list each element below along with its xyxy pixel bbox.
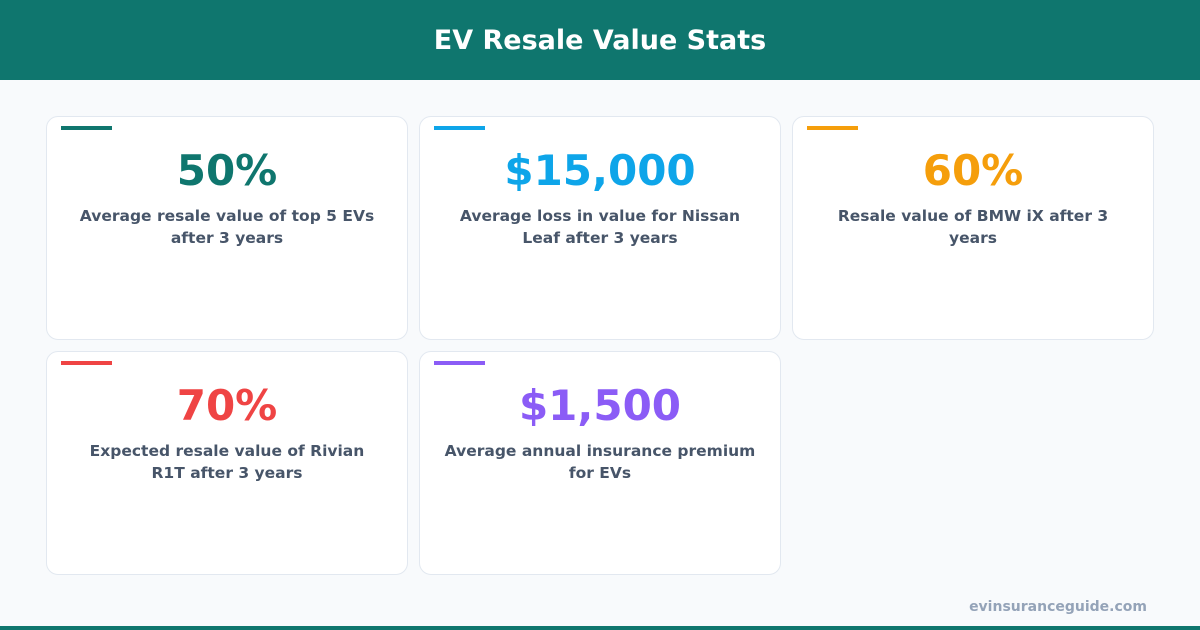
stat-card: $15,000 Average loss in value for Nissan… (419, 116, 781, 340)
stat-value: 50% (176, 146, 278, 195)
stat-description: Average resale value of top 5 EVs after … (79, 207, 375, 247)
accent-bar (61, 361, 112, 365)
header: EV Resale Value Stats (0, 0, 1200, 80)
stat-value: $1,500 (518, 381, 682, 430)
stat-description: Average loss in value for Nissan Leaf af… (459, 207, 741, 247)
stat-value: 60% (922, 146, 1024, 195)
stat-description: Expected resale value of Rivian R1T afte… (89, 442, 365, 482)
page-title: EV Resale Value Stats (433, 24, 767, 56)
stat-value: 70% (176, 381, 278, 430)
stat-description: Resale value of BMW iX after 3 years (837, 207, 1109, 247)
accent-bar (807, 126, 858, 130)
stat-card: 50% Average resale value of top 5 EVs af… (46, 116, 408, 340)
stats-grid: 50% Average resale value of top 5 EVs af… (46, 116, 1154, 575)
site-url: evinsuranceguide.com (969, 599, 1147, 615)
stat-description: Average annual insurance premium for EVs (444, 442, 756, 482)
stat-value: $15,000 (504, 146, 696, 195)
accent-bar (434, 126, 485, 130)
accent-bar (434, 361, 485, 365)
bottom-bar (0, 626, 1200, 630)
stat-card: $1,500 Average annual insurance premium … (419, 351, 781, 575)
stat-card: 70% Expected resale value of Rivian R1T … (46, 351, 408, 575)
accent-bar (61, 126, 112, 130)
stat-card: 60% Resale value of BMW iX after 3 years (792, 116, 1154, 340)
